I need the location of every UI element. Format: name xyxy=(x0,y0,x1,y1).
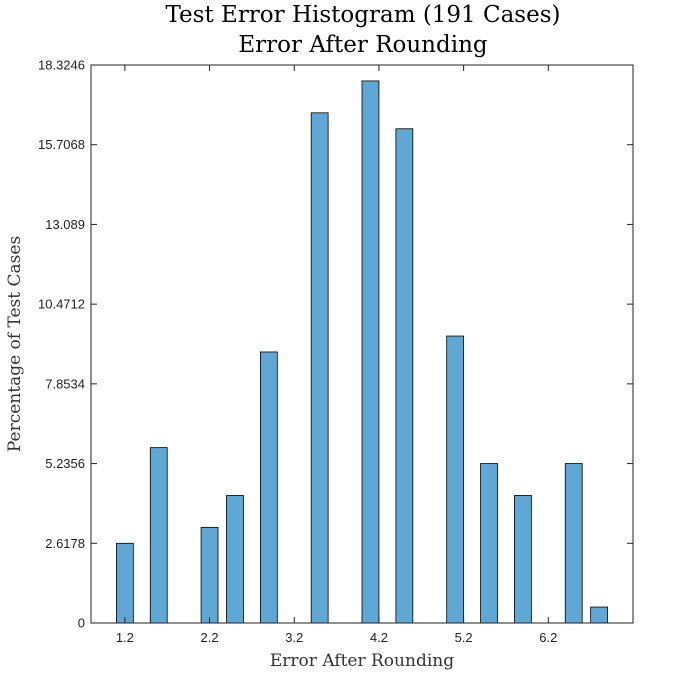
histogram-bar xyxy=(116,542,134,624)
histogram-bar xyxy=(514,495,532,624)
bars-group xyxy=(116,80,608,624)
y-axis-label: Percentage of Test Cases xyxy=(5,236,25,452)
x-tick-label: 2.2 xyxy=(201,630,219,645)
y-tick-label: 0 xyxy=(78,616,85,631)
histogram-bar xyxy=(480,463,498,624)
chart-title: Test Error Histogram (191 Cases) Error A… xyxy=(0,0,700,60)
y-tick-label: 7.8534 xyxy=(45,376,85,391)
y-tick-label: 18.3246 xyxy=(38,58,85,73)
histogram-bar xyxy=(200,526,219,624)
y-tick-label: 13.089 xyxy=(45,217,85,232)
histogram-bar xyxy=(395,128,414,624)
histogram-bar xyxy=(446,335,465,624)
y-tick-label: 2.6178 xyxy=(45,536,85,551)
axes-box xyxy=(90,64,634,624)
histogram-bar xyxy=(564,463,583,624)
chart-title-line-2: Error After Rounding xyxy=(238,32,488,58)
chart-title-line-1: Test Error Histogram (191 Cases) xyxy=(165,2,561,28)
x-tick-label: 5.2 xyxy=(455,630,473,645)
histogram-bar xyxy=(226,495,244,624)
y-tick-label: 15.7068 xyxy=(38,137,85,152)
x-tick-label: 3.2 xyxy=(285,630,303,645)
x-tick-label: 1.2 xyxy=(116,630,134,645)
y-tick-label: 5.2356 xyxy=(45,456,85,471)
histogram-bar xyxy=(310,112,329,624)
y-ticks-group: 0 2.6178 5.2356 7.8534 10.4712 13.089 15.7068 1… xyxy=(38,58,633,631)
x-axis-label: Error After Rounding xyxy=(270,651,454,671)
histogram-bar xyxy=(590,606,608,624)
y-tick-label: 10.4712 xyxy=(38,297,85,312)
histogram-bar xyxy=(259,351,278,624)
histogram-bar xyxy=(149,447,168,624)
x-ticks-group: 1.2 2.2 3.2 4.2 5.2 6.2 xyxy=(116,65,557,645)
x-tick-label: 6.2 xyxy=(539,630,557,645)
x-tick-label: 4.2 xyxy=(370,630,388,645)
histogram-bar xyxy=(361,80,380,624)
